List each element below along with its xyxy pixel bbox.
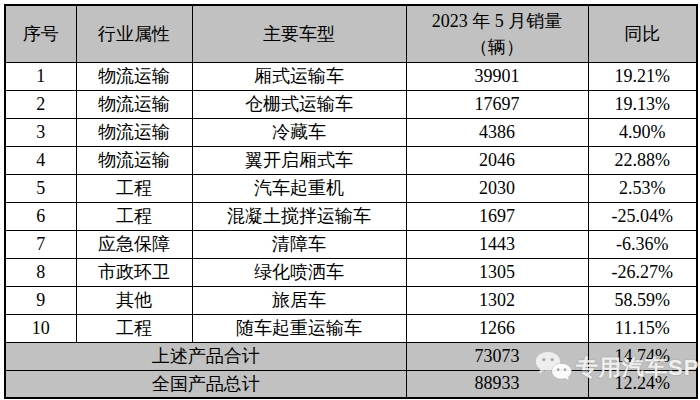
cell-model: 绿化喷洒车 — [192, 258, 406, 286]
cell-yoy: -26.27% — [588, 258, 697, 286]
table-row: 3 物流运输 冷藏车 4386 4.90% — [5, 118, 697, 146]
cell-industry: 工程 — [76, 314, 192, 342]
cell-sales: 1302 — [406, 286, 588, 314]
totals-label: 上述产品合计 — [5, 342, 406, 370]
table-row: 1 物流运输 厢式运输车 39901 19.21% — [5, 62, 697, 90]
cell-sales: 4386 — [406, 118, 588, 146]
header-industry: 行业属性 — [76, 5, 192, 62]
cell-no: 9 — [5, 286, 76, 314]
header-yoy: 同比 — [588, 5, 697, 62]
table-row: 10 工程 随车起重运输车 1266 11.15% — [5, 314, 697, 342]
table-row: 2 物流运输 仓栅式运输车 17697 19.13% — [5, 90, 697, 118]
cell-model: 混凝土搅拌运输车 — [192, 202, 406, 230]
cell-yoy: 22.88% — [588, 146, 697, 174]
cell-industry: 应急保障 — [76, 230, 192, 258]
cell-industry: 物流运输 — [76, 118, 192, 146]
cell-sales: 2046 — [406, 146, 588, 174]
table-row: 4 物流运输 翼开启厢式车 2046 22.88% — [5, 146, 697, 174]
cell-yoy: -25.04% — [588, 202, 697, 230]
cell-model: 仓栅式运输车 — [192, 90, 406, 118]
sales-table: 序号 行业属性 主要车型 2023 年 5 月销量 （辆） 同比 1 物流运输 … — [4, 4, 698, 399]
cell-model: 旅居车 — [192, 286, 406, 314]
cell-no: 8 — [5, 258, 76, 286]
cell-yoy: 4.90% — [588, 118, 697, 146]
table-row: 7 应急保障 清障车 1443 -6.36% — [5, 230, 697, 258]
cell-sales: 39901 — [406, 62, 588, 90]
cell-sales: 1305 — [406, 258, 588, 286]
header-model: 主要车型 — [192, 5, 406, 62]
table-row: 8 市政环卫 绿化喷洒车 1305 -26.27% — [5, 258, 697, 286]
cell-sales: 17697 — [406, 90, 588, 118]
header-sales-line1: 2023 年 5 月销量 — [407, 8, 588, 34]
cell-sales: 1266 — [406, 314, 588, 342]
header-sales-line2: （辆） — [407, 34, 588, 60]
cell-yoy: 58.59% — [588, 286, 697, 314]
cell-yoy: 19.21% — [588, 62, 697, 90]
totals-sales: 73073 — [406, 342, 588, 370]
cell-sales: 1697 — [406, 202, 588, 230]
cell-no: 3 — [5, 118, 76, 146]
cell-yoy: 19.13% — [588, 90, 697, 118]
cell-yoy: 2.53% — [588, 174, 697, 202]
cell-no: 6 — [5, 202, 76, 230]
header-row: 序号 行业属性 主要车型 2023 年 5 月销量 （辆） 同比 — [5, 5, 697, 62]
table-row: 5 工程 汽车起重机 2030 2.53% — [5, 174, 697, 202]
header-sales: 2023 年 5 月销量 （辆） — [406, 5, 588, 62]
cell-no: 1 — [5, 62, 76, 90]
cell-no: 4 — [5, 146, 76, 174]
cell-model: 翼开启厢式车 — [192, 146, 406, 174]
totals-sales: 88933 — [406, 370, 588, 398]
cell-yoy: 11.15% — [588, 314, 697, 342]
cell-industry: 工程 — [76, 174, 192, 202]
totals-row-national: 全国产品总计 88933 12.24% — [5, 370, 697, 398]
cell-industry: 物流运输 — [76, 146, 192, 174]
table-row: 6 工程 混凝土搅拌运输车 1697 -25.04% — [5, 202, 697, 230]
cell-yoy: -6.36% — [588, 230, 697, 258]
cell-model: 清障车 — [192, 230, 406, 258]
cell-model: 冷藏车 — [192, 118, 406, 146]
cell-industry: 其他 — [76, 286, 192, 314]
cell-industry: 物流运输 — [76, 90, 192, 118]
cell-model: 汽车起重机 — [192, 174, 406, 202]
cell-no: 2 — [5, 90, 76, 118]
cell-industry: 工程 — [76, 202, 192, 230]
cell-no: 7 — [5, 230, 76, 258]
header-no: 序号 — [5, 5, 76, 62]
cell-no: 10 — [5, 314, 76, 342]
cell-model: 随车起重运输车 — [192, 314, 406, 342]
totals-row-subtotal: 上述产品合计 73073 14.74% — [5, 342, 697, 370]
cell-model: 厢式运输车 — [192, 62, 406, 90]
totals-label: 全国产品总计 — [5, 370, 406, 398]
table-row: 9 其他 旅居车 1302 58.59% — [5, 286, 697, 314]
totals-yoy: 12.24% — [588, 370, 697, 398]
cell-industry: 市政环卫 — [76, 258, 192, 286]
cell-no: 5 — [5, 174, 76, 202]
totals-yoy: 14.74% — [588, 342, 697, 370]
cell-industry: 物流运输 — [76, 62, 192, 90]
cell-sales: 1443 — [406, 230, 588, 258]
cell-sales: 2030 — [406, 174, 588, 202]
